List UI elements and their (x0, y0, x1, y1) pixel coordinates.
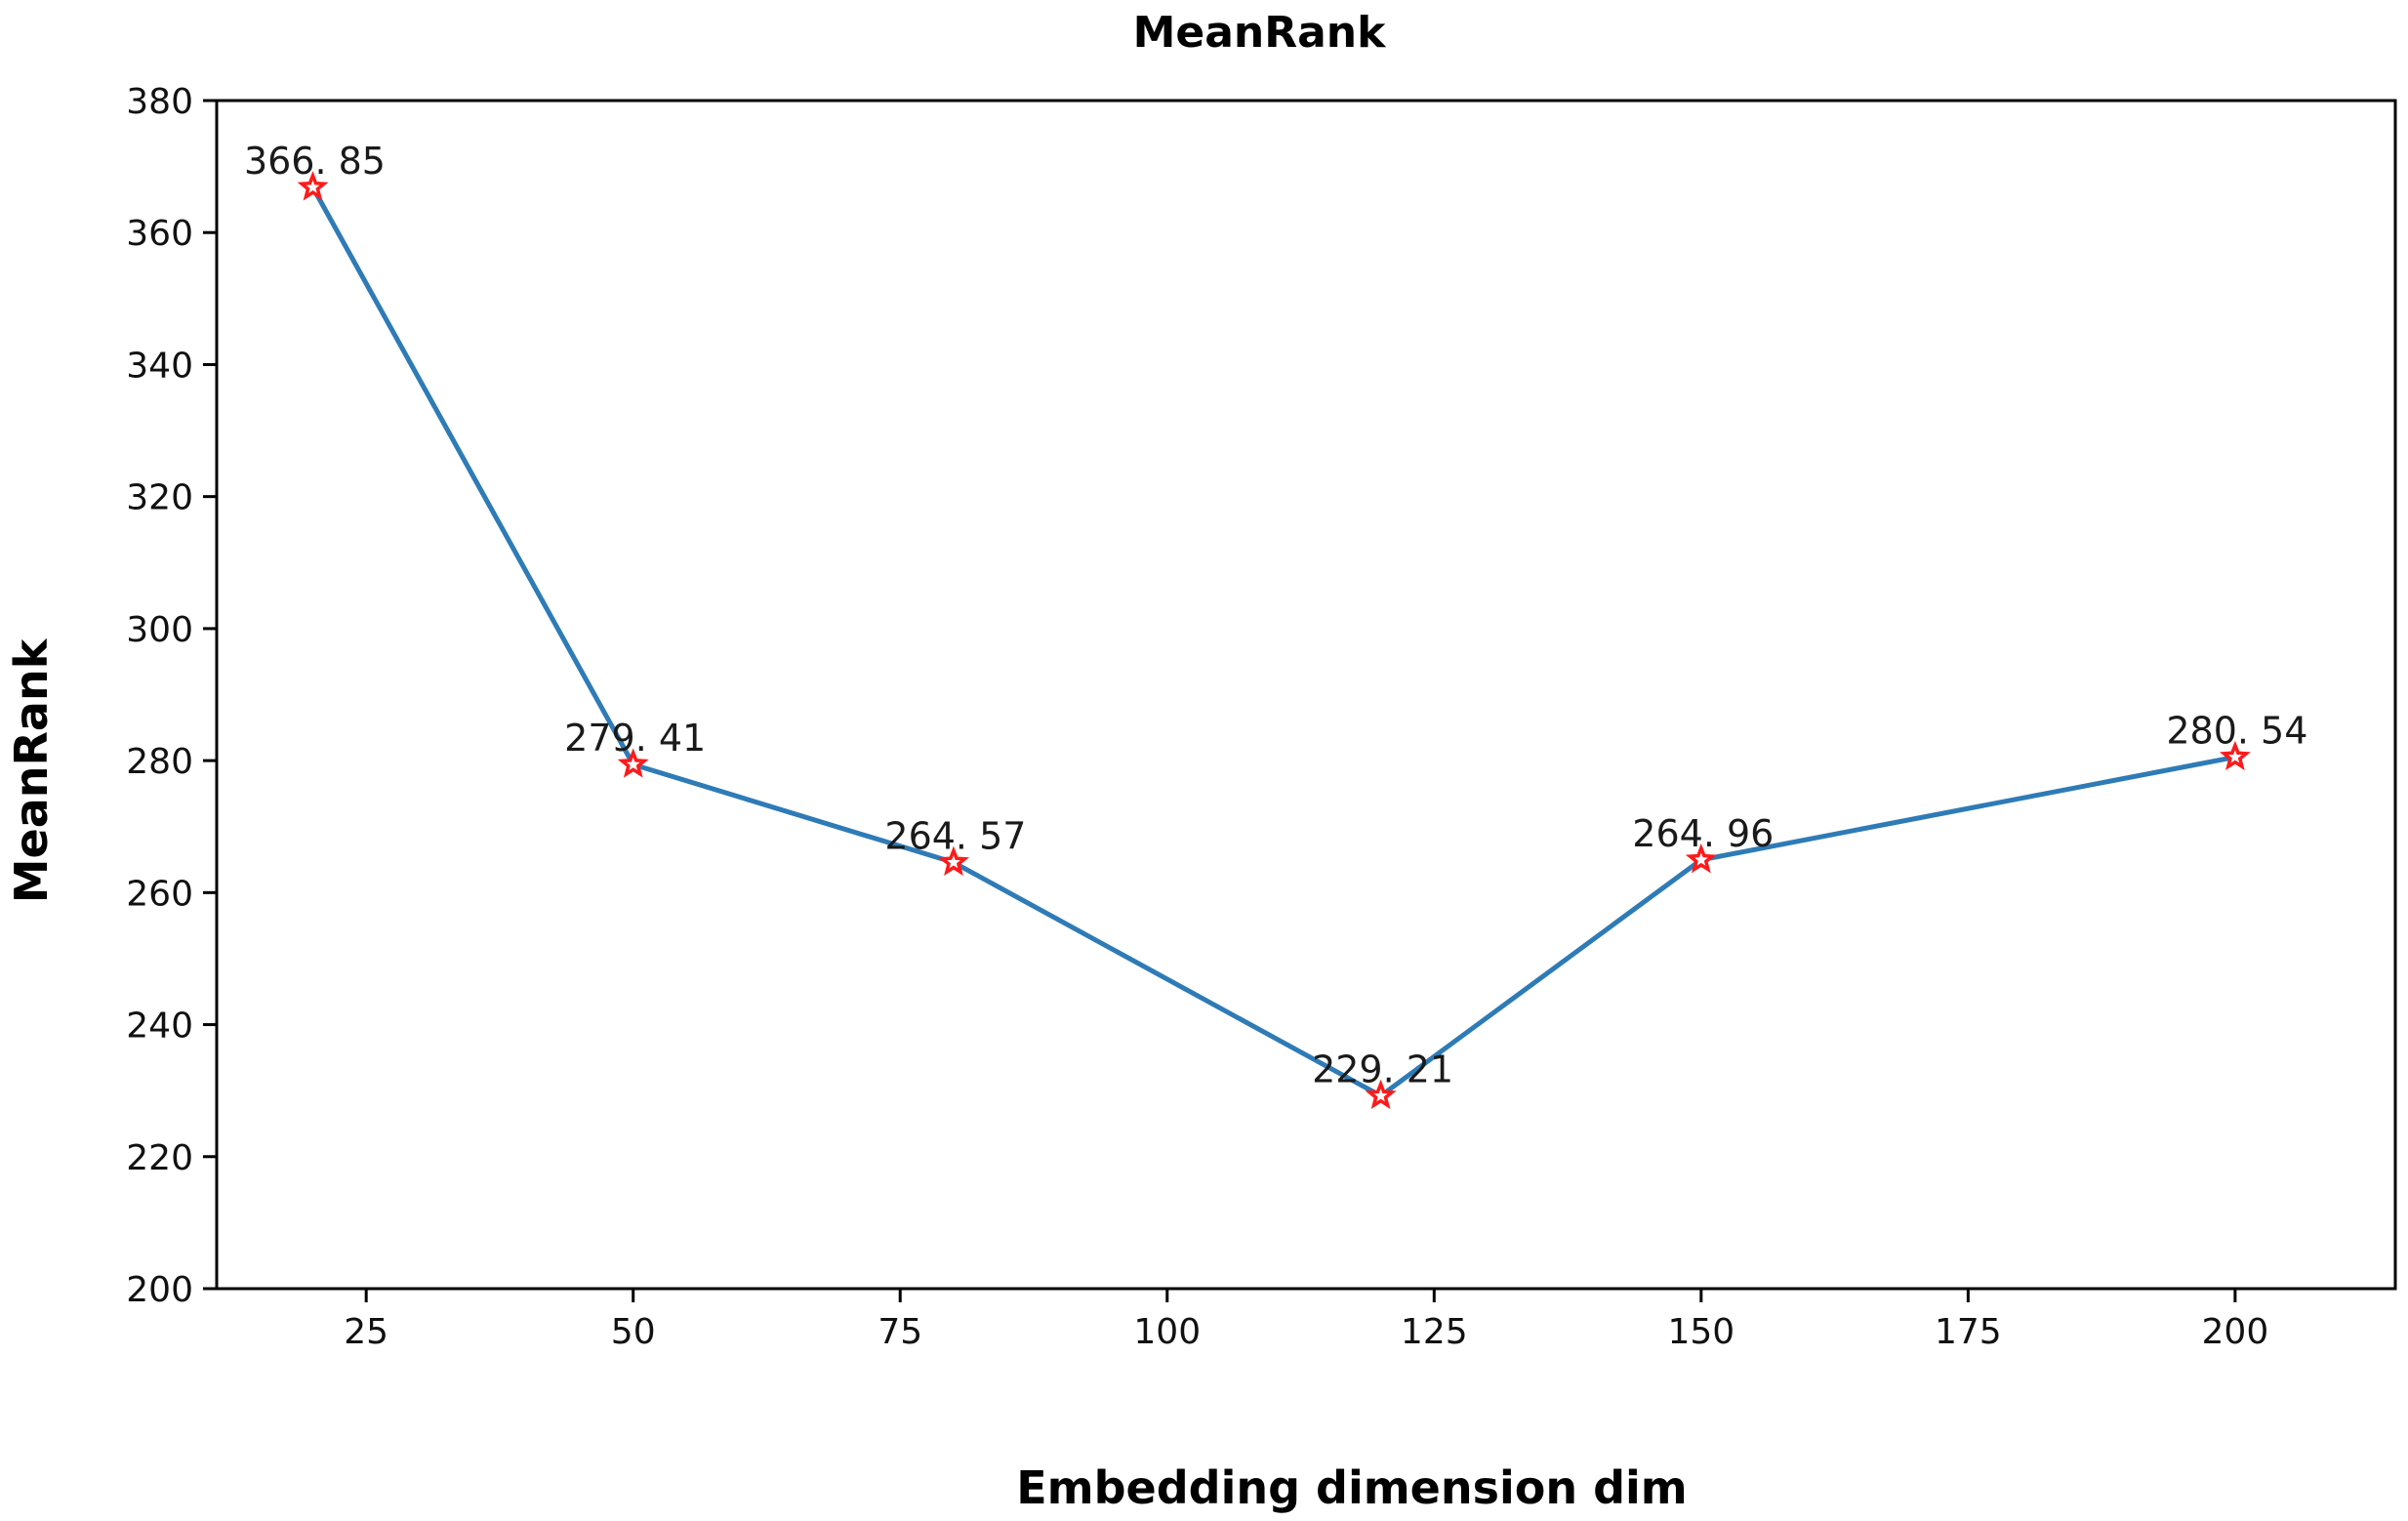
x-tick-label: 200 (2202, 1312, 2269, 1352)
data-label: 279. 41 (564, 717, 706, 760)
y-tick-label: 300 (126, 610, 193, 650)
series-layer: 366. 85 279. 41 264. 57 229. 21 264. 96 280. … (244, 140, 2307, 1110)
x-tick-label: 100 (1133, 1312, 1201, 1352)
data-point-star (1365, 1079, 1397, 1110)
plot-area: 25 50 75 100 125 150 175 200 200 220 240 260 280 300… (126, 82, 2397, 1352)
data-label: 229. 21 (1312, 1048, 1453, 1091)
axes-frame (215, 99, 2397, 1291)
data-label: 280. 54 (2166, 709, 2307, 752)
y-tick-label: 280 (126, 742, 193, 782)
data-label: 366. 85 (244, 140, 386, 183)
y-axis-label: MeanRank (5, 637, 58, 903)
data-point-star (937, 845, 969, 876)
y-tick-label: 200 (126, 1270, 193, 1310)
y-tick-label: 320 (126, 478, 193, 518)
y-tick-label: 220 (126, 1138, 193, 1178)
x-tick-label: 150 (1667, 1312, 1735, 1352)
data-point-star (297, 171, 329, 201)
chart-title: MeanRank (1133, 8, 1388, 58)
data-point-star (2219, 740, 2251, 771)
series-line-meanrank (310, 185, 2238, 1098)
x-tick-label: 75 (877, 1312, 922, 1352)
data-label: 264. 57 (884, 814, 1026, 857)
x-tick-label: 175 (1935, 1312, 2002, 1352)
x-tick-label: 125 (1401, 1312, 1468, 1352)
x-axis-ticks: 25 50 75 100 125 150 175 200 (344, 1289, 2268, 1352)
data-point-star (1685, 843, 1717, 874)
y-tick-label: 360 (126, 214, 193, 254)
data-point-star (617, 748, 649, 778)
x-axis-label: Embedding dimension dim (1016, 1461, 1688, 1514)
y-tick-label: 240 (126, 1007, 193, 1047)
x-tick-label: 25 (344, 1312, 388, 1352)
x-tick-label: 50 (611, 1312, 656, 1352)
y-tick-label: 260 (126, 874, 193, 914)
y-axis-ticks: 200 220 240 260 280 300 320 340 360 380 (126, 82, 217, 1310)
y-tick-label: 380 (126, 82, 193, 122)
data-label: 264. 96 (1632, 812, 1774, 855)
y-tick-label: 340 (126, 346, 193, 386)
